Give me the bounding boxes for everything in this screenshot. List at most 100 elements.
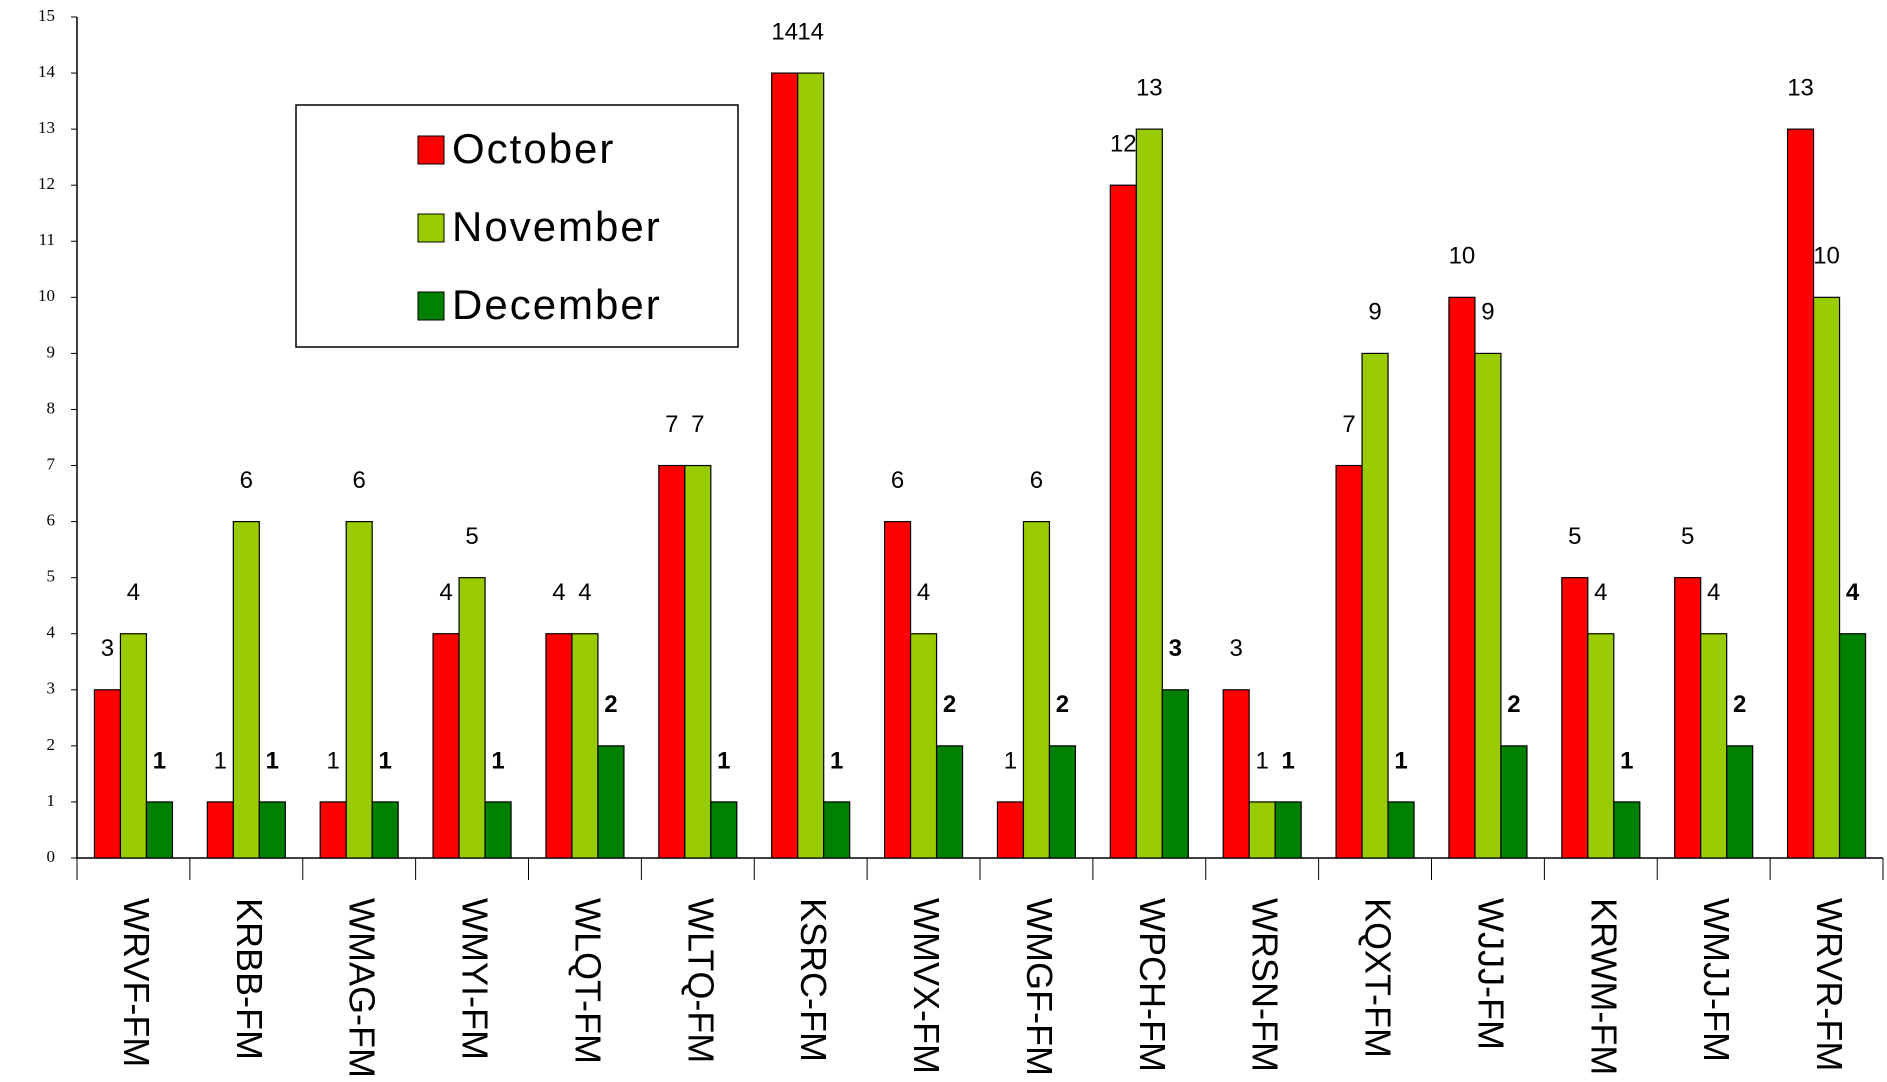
- value-label: 4: [1707, 579, 1720, 606]
- bar: [1048, 745, 1077, 859]
- value-label: 5: [1681, 523, 1694, 550]
- bar: [883, 520, 912, 859]
- value-label: 1: [214, 747, 227, 774]
- bar: [658, 464, 686, 859]
- value-label: 4: [578, 579, 591, 606]
- y-tick-label: 6: [47, 511, 56, 530]
- legend-swatch: [417, 135, 445, 165]
- value-label: 1: [379, 747, 392, 774]
- bar: [371, 801, 399, 859]
- value-label: 1: [327, 747, 340, 774]
- bar: [319, 801, 347, 859]
- bar: [935, 745, 964, 859]
- bar: [1387, 801, 1415, 859]
- legend-label: October: [452, 125, 615, 172]
- bar: [1613, 801, 1641, 859]
- x-tick-label: KRBB-FM: [229, 898, 270, 1060]
- bar: [797, 72, 825, 859]
- x-tick-label: KQXT-FM: [1358, 898, 1399, 1058]
- bar: [206, 801, 234, 859]
- value-label: 2: [604, 691, 617, 718]
- value-label: 4: [127, 579, 140, 606]
- bar: [1448, 296, 1476, 859]
- value-label: 2: [1056, 691, 1069, 718]
- x-tick-label: WMJJ-FM: [1696, 898, 1737, 1062]
- bar: [1812, 296, 1841, 859]
- bar: [1022, 520, 1051, 859]
- bar: [684, 464, 712, 859]
- y-tick-label: 2: [47, 735, 56, 754]
- x-tick-label: KRWM-FM: [1583, 898, 1624, 1075]
- y-tick-label: 9: [47, 342, 56, 361]
- bar: [484, 801, 512, 859]
- bar: [823, 801, 851, 859]
- bar: [1222, 689, 1250, 859]
- bar: [996, 801, 1025, 859]
- x-tick-label: WLTQ-FM: [680, 898, 721, 1063]
- x-tick-label: WLQT-FM: [567, 898, 608, 1064]
- x-tick-label: WMVX-FM: [906, 898, 947, 1074]
- value-label: 1: [491, 747, 504, 774]
- value-label: 3: [1230, 635, 1243, 662]
- bar: [597, 745, 625, 859]
- value-label: 4: [439, 579, 452, 606]
- y-tick-label: 3: [47, 679, 56, 698]
- value-label: 1: [1620, 747, 1633, 774]
- bar: [1474, 352, 1502, 859]
- y-tick-label: 8: [47, 398, 56, 417]
- value-label: 7: [691, 411, 704, 438]
- value-label: 13: [1787, 74, 1814, 101]
- legend-label: November: [452, 203, 662, 250]
- bar: [458, 577, 486, 859]
- bar: [145, 801, 174, 859]
- value-label: 9: [1368, 299, 1381, 326]
- value-label: 7: [665, 411, 678, 438]
- value-label: 4: [552, 579, 565, 606]
- legend-label: December: [452, 281, 662, 328]
- value-label: 6: [353, 467, 366, 494]
- x-tick-label: WMGF-FM: [1019, 898, 1060, 1076]
- bar: [710, 801, 738, 859]
- bar: [93, 689, 122, 859]
- value-label: 12: [1110, 131, 1137, 158]
- y-tick-label: 4: [47, 623, 56, 642]
- value-label: 3: [101, 635, 114, 662]
- bar: [1361, 352, 1389, 859]
- value-label: 5: [465, 523, 478, 550]
- bar: [258, 801, 286, 859]
- value-label: 1: [1004, 747, 1017, 774]
- y-tick-label: 13: [38, 118, 55, 137]
- legend-swatch: [417, 213, 445, 243]
- value-label: 6: [240, 467, 253, 494]
- value-label: 2: [1733, 691, 1746, 718]
- y-tick-label: 0: [47, 847, 56, 866]
- y-tick-label: 15: [38, 6, 55, 25]
- bar: [1274, 801, 1302, 859]
- x-tick-label: WRSN-FM: [1245, 898, 1286, 1072]
- value-label: 13: [1136, 74, 1163, 101]
- bar: [909, 633, 938, 859]
- bar: [119, 633, 148, 859]
- value-label: 5: [1568, 523, 1581, 550]
- value-label: 1: [830, 747, 843, 774]
- bar: [1109, 184, 1137, 859]
- y-tick-label: 12: [38, 174, 55, 193]
- y-tick-label: 1: [47, 791, 56, 810]
- bar: [1587, 633, 1615, 859]
- value-label: 6: [891, 467, 904, 494]
- legend-swatch: [417, 291, 445, 321]
- value-label: 4: [1594, 579, 1607, 606]
- legend-box: [295, 104, 739, 348]
- bar: [1248, 801, 1276, 859]
- bar: [1561, 577, 1589, 859]
- value-label: 3: [1169, 635, 1182, 662]
- value-label: 2: [1507, 691, 1520, 718]
- y-tick-label: 5: [47, 567, 56, 586]
- value-label: 4: [1846, 579, 1860, 606]
- x-tick-label: WRVR-FM: [1809, 898, 1850, 1071]
- bar: [1161, 689, 1189, 859]
- value-label: 6: [1030, 467, 1043, 494]
- x-tick-label: WPCH-FM: [1132, 898, 1173, 1072]
- bar: [1135, 128, 1163, 859]
- bar: [1700, 633, 1728, 859]
